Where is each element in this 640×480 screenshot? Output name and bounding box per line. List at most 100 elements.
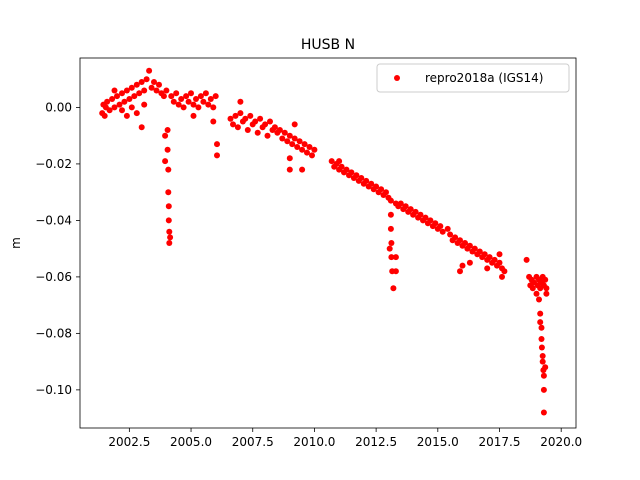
data-point — [188, 90, 194, 97]
data-point — [214, 152, 220, 159]
data-point — [348, 169, 355, 176]
data-points — [99, 67, 550, 416]
data-point — [165, 217, 172, 224]
data-point — [496, 251, 503, 258]
legend-box — [376, 63, 570, 93]
data-point — [336, 158, 343, 165]
data-point — [148, 84, 155, 91]
data-point — [279, 135, 286, 142]
data-point — [109, 96, 116, 102]
x-tick-label: 2017.5 — [479, 435, 521, 449]
data-point — [254, 129, 261, 136]
data-point — [417, 211, 424, 218]
data-point — [301, 141, 308, 148]
data-point — [538, 344, 545, 351]
x-axis-ticks: 2002.5 2005.0 2007.5 2010.0 2012.5 2015.0 2017… — [108, 428, 582, 449]
data-point — [200, 98, 207, 105]
data-point — [457, 237, 463, 244]
data-point — [190, 101, 197, 108]
data-point — [432, 220, 439, 227]
data-point — [306, 144, 313, 150]
data-point — [281, 129, 288, 136]
data-point — [146, 67, 153, 74]
data-point — [156, 81, 162, 88]
data-point — [407, 206, 414, 213]
data-point — [141, 87, 148, 94]
data-point — [232, 112, 239, 119]
data-point — [491, 256, 498, 263]
data-point — [164, 127, 171, 133]
data-point — [309, 152, 315, 159]
data-point — [162, 158, 169, 165]
x-tick-label: 2015.0 — [417, 435, 459, 449]
data-point — [390, 285, 397, 292]
data-point — [412, 208, 419, 215]
data-point — [353, 172, 360, 179]
data-point — [392, 254, 399, 261]
data-point — [234, 124, 241, 131]
data-point — [373, 183, 380, 190]
data-point — [452, 234, 459, 241]
data-point — [119, 107, 125, 114]
data-point — [311, 146, 318, 153]
data-point — [291, 121, 298, 128]
data-point — [343, 166, 350, 173]
data-point — [262, 121, 269, 128]
data-point — [291, 135, 298, 142]
data-point — [466, 259, 473, 266]
data-point — [183, 93, 190, 100]
y-tick-label: −0.06 — [35, 270, 72, 284]
data-point — [378, 186, 385, 193]
data-point — [267, 118, 273, 125]
y-tick-label: −0.08 — [35, 326, 72, 340]
data-point — [402, 203, 409, 210]
y-axis-label: m — [9, 237, 23, 249]
data-point — [363, 177, 370, 184]
data-point — [180, 104, 187, 111]
data-point — [387, 225, 394, 232]
data-point — [126, 96, 133, 102]
data-point — [214, 141, 220, 148]
data-point — [111, 104, 118, 111]
data-point — [170, 98, 177, 105]
x-tick-label: 2007.5 — [232, 435, 274, 449]
data-point — [392, 268, 399, 275]
data-point — [212, 93, 219, 100]
data-point — [538, 324, 545, 331]
data-point — [111, 87, 118, 94]
data-point — [276, 127, 283, 133]
data-point — [368, 180, 375, 187]
data-point — [168, 93, 175, 100]
data-point — [227, 115, 234, 122]
data-point — [533, 290, 540, 297]
data-point — [167, 234, 174, 241]
y-axis-ticks: 0.00 −0.02 −0.04 −0.06 −0.08 −0.10 — [35, 100, 80, 397]
data-point — [138, 79, 145, 85]
data-point — [257, 115, 264, 122]
data-point — [542, 276, 549, 283]
data-point — [166, 228, 173, 235]
data-point — [271, 124, 278, 131]
data-point — [185, 98, 192, 105]
data-point — [175, 101, 182, 108]
data-point — [328, 158, 335, 165]
data-point — [496, 259, 503, 266]
data-point — [540, 386, 547, 393]
data-point — [499, 273, 505, 280]
data-point — [195, 104, 202, 111]
data-point — [537, 319, 544, 326]
data-point — [138, 124, 145, 131]
data-point — [486, 254, 493, 261]
data-point — [457, 268, 463, 275]
data-point — [466, 242, 473, 249]
data-point — [501, 268, 508, 275]
legend-label: repro2018a (IGS14) — [425, 71, 543, 85]
data-point — [106, 107, 113, 114]
data-point — [542, 364, 549, 371]
x-tick-label: 2020.0 — [540, 435, 582, 449]
data-point — [123, 87, 130, 94]
data-point — [121, 98, 128, 105]
data-point — [459, 262, 466, 269]
data-point — [131, 93, 138, 100]
data-point — [386, 245, 393, 252]
